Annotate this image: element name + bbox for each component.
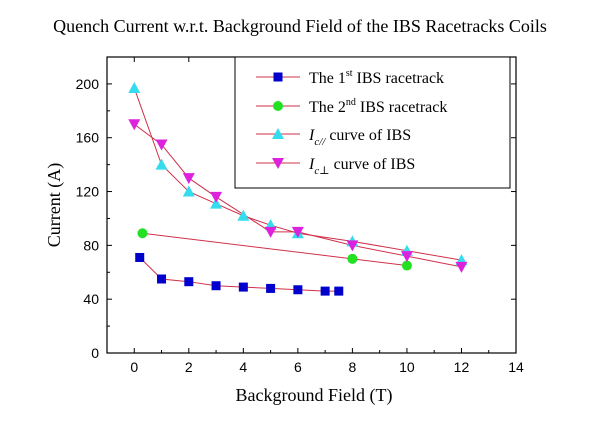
series-2-point <box>137 228 148 239</box>
series-1-point <box>135 252 145 262</box>
series-layer <box>128 81 468 296</box>
series-1-point <box>320 286 330 296</box>
series-3-point <box>155 158 168 170</box>
series-4-point <box>346 240 359 252</box>
legend-marker-1 <box>273 72 283 82</box>
y-tick-label: 200 <box>76 76 100 92</box>
series-1-point <box>293 285 303 295</box>
series-4-point <box>210 191 223 203</box>
y-tick-label: 0 <box>91 345 99 361</box>
x-tick-label: 6 <box>294 359 302 375</box>
axes-layer: 0 2 4 6 8 10 12 14 0 40 80 120 160 200 <box>76 57 524 375</box>
series-4-point <box>182 173 195 185</box>
series-4-point <box>400 251 413 263</box>
series-2-point <box>347 253 358 264</box>
series-3-line <box>133 87 462 261</box>
series-4-point <box>155 139 168 151</box>
series-4-point <box>128 119 141 131</box>
x-tick-label: 10 <box>399 359 415 375</box>
legend-marker-4 <box>272 158 284 169</box>
series-3-point <box>237 209 250 221</box>
x-tick-label: 14 <box>508 359 524 375</box>
series-1-point <box>266 283 276 293</box>
series-1-point <box>184 277 194 287</box>
series-4-point <box>455 261 468 273</box>
legend-label-1: The 1st IBS racetrack <box>309 68 444 87</box>
x-tick-label: 12 <box>454 359 470 375</box>
y-tick-label: 160 <box>76 130 100 146</box>
series-1-point <box>334 286 344 296</box>
series-4-point <box>264 226 277 238</box>
series-1-point <box>238 282 248 292</box>
series-4-point <box>291 226 304 238</box>
legend-label-3: Ic// curve of IBS <box>308 127 411 148</box>
series-2-point <box>401 260 412 271</box>
x-tick-label: 0 <box>130 359 138 375</box>
legend-label-4: Ic⊥ curve of IBS <box>308 156 415 177</box>
y-tick-label: 120 <box>76 184 100 200</box>
x-tick-label: 2 <box>185 359 193 375</box>
legend-label-2: The 2nd IBS racetrack <box>309 97 447 116</box>
y-axis-label: Current (A) <box>44 163 65 247</box>
legend: The 1st IBS racetrack The 2nd IBS racetra… <box>234 56 511 189</box>
x-axis-label: Background Field (T) <box>236 385 393 406</box>
series-2-line <box>142 232 407 267</box>
legend-marker-3 <box>272 128 284 139</box>
x-tick-label: 8 <box>349 359 357 375</box>
y-tick-label: 80 <box>83 237 99 253</box>
series-3-point <box>210 197 223 209</box>
x-tick-label: 4 <box>239 359 247 375</box>
legend-marker-2 <box>273 101 283 111</box>
y-tick-label: 40 <box>83 291 99 307</box>
series-1-point <box>211 281 221 291</box>
series-1-point <box>157 274 167 284</box>
series-3-point <box>182 185 195 197</box>
chart-title: Quench Current w.r.t. Background Field o… <box>53 16 547 36</box>
series-3-point <box>128 81 141 93</box>
